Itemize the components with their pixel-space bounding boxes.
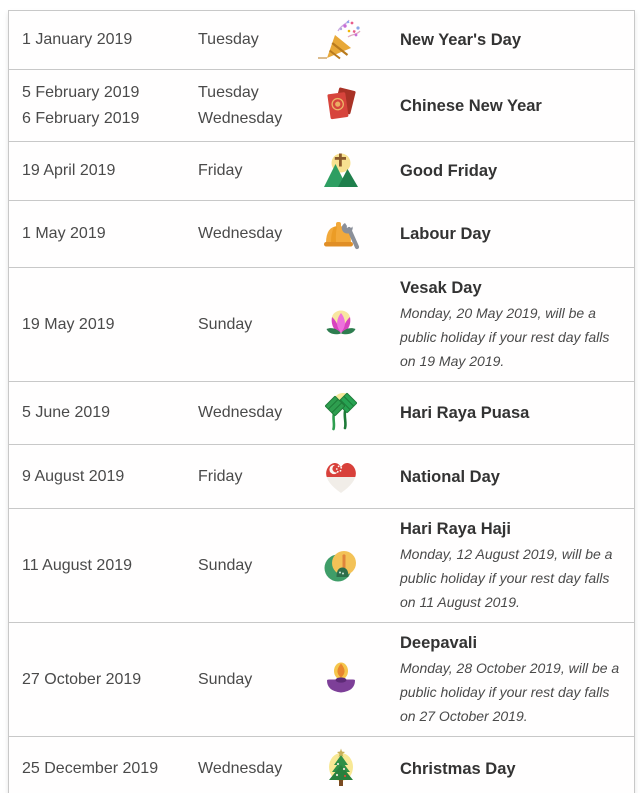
holiday-name: Good Friday xyxy=(400,162,498,180)
holiday-day-cell: Sunday xyxy=(198,553,300,579)
holiday-name: New Year's Day xyxy=(400,31,522,49)
holiday-weekday: Sunday xyxy=(198,670,253,688)
holiday-day-cell: Tuesday xyxy=(198,27,300,53)
holiday-date-cell: 1 May 2019 xyxy=(9,221,198,247)
diya-lamp-icon xyxy=(320,660,362,700)
holiday-date-cell: 19 April 2019 xyxy=(9,158,198,184)
holiday-name-cell: New Year's Day xyxy=(382,26,634,54)
ketupat-icon xyxy=(320,390,362,436)
holiday-icon-cell xyxy=(300,17,382,63)
holiday-day-cell: Sunday xyxy=(198,667,300,693)
holiday-day-cell: Friday xyxy=(198,464,300,490)
holiday-name: Christmas Day xyxy=(400,760,516,778)
holiday-date: 5 June 2019 xyxy=(22,404,111,421)
party-popper-icon xyxy=(318,17,364,63)
holiday-name: National Day xyxy=(400,467,500,486)
holiday-weekday: Sunday xyxy=(198,315,253,333)
holiday-icon-cell xyxy=(300,747,382,791)
christmas-tree-icon xyxy=(320,747,362,791)
holiday-icon-cell xyxy=(300,546,382,586)
holiday-icon-cell xyxy=(300,660,382,700)
holiday-day-cell: Wednesday xyxy=(198,400,300,426)
holiday-weekday: Friday xyxy=(198,162,243,179)
holiday-weekday: Wednesday xyxy=(198,109,283,127)
holiday-day-cell: Wednesday xyxy=(198,221,300,247)
holiday-date: 25 December 2019 xyxy=(22,760,159,777)
holiday-name-cell: Labour Day xyxy=(382,220,634,248)
holiday-row: 25 December 2019 Wednesday Christmas Day xyxy=(9,736,634,793)
holiday-row: 19 April 2019 Friday Good Friday xyxy=(9,141,634,200)
holiday-weekday: Wednesday xyxy=(198,225,283,242)
holiday-day-cell: Friday xyxy=(198,158,300,184)
holiday-date-cell: 1 January 2019 xyxy=(9,27,198,53)
holiday-date-cell: 25 December 2019 xyxy=(9,756,198,782)
holiday-day-cell: Sunday xyxy=(198,312,300,338)
holiday-date-cell: 11 August 2019 xyxy=(9,553,198,579)
holiday-row: 11 August 2019 Sunday Hari Raya Haji Monday… xyxy=(9,508,634,622)
holiday-rest-day-note: Monday, 28 October 2019, will be a publi… xyxy=(400,660,620,724)
red-envelopes-icon xyxy=(321,84,361,128)
holiday-name-cell: National Day xyxy=(382,463,634,491)
holiday-name-cell: Good Friday xyxy=(382,157,634,185)
holiday-date: 9 August 2019 xyxy=(22,467,125,485)
holiday-date-cell: 5 February 2019 6 February 2019 xyxy=(9,80,198,132)
holiday-row: 27 October 2019 Sunday Deepavali Monday, 28… xyxy=(9,622,634,736)
mosque-crescent-icon xyxy=(320,546,362,586)
holiday-icon-cell xyxy=(300,390,382,436)
holiday-weekday: Wednesday xyxy=(198,760,283,777)
holiday-weekday: Tuesday xyxy=(198,83,259,101)
holiday-name: Deepavali xyxy=(400,634,478,652)
holiday-rest-day-note: Monday, 12 August 2019, will be a public… xyxy=(400,546,613,610)
holiday-day-cell: Wednesday xyxy=(198,756,300,782)
holiday-name-cell: Vesak Day Monday, 20 May 2019, will be a … xyxy=(382,274,634,375)
holiday-date: 6 February 2019 xyxy=(22,109,140,127)
holiday-date-cell: 5 June 2019 xyxy=(9,400,198,426)
holiday-name: Hari Raya Puasa xyxy=(400,404,530,422)
holiday-name-cell: Hari Raya Haji Monday, 12 August 2019, wi… xyxy=(382,515,634,616)
holiday-row: 9 August 2019 Friday National Day xyxy=(9,444,634,508)
holiday-weekday: Wednesday xyxy=(198,404,283,421)
holiday-row: 19 May 2019 Sunday Vesak Day Monday, 20 May… xyxy=(9,267,634,381)
holiday-icon-cell xyxy=(300,84,382,128)
holiday-date-cell: 19 May 2019 xyxy=(9,312,198,338)
holiday-row: 5 February 2019 6 February 2019 Tuesday Wed… xyxy=(9,69,634,141)
holiday-name-cell: Hari Raya Puasa xyxy=(382,399,634,427)
holiday-date: 19 April 2019 xyxy=(22,162,116,179)
hard-hat-wrench-icon xyxy=(320,214,362,254)
holiday-weekday: Friday xyxy=(198,467,243,485)
holiday-date: 1 January 2019 xyxy=(22,31,133,48)
holiday-name: Labour Day xyxy=(400,225,491,243)
holiday-day-cell: Tuesday Wednesday xyxy=(198,80,300,132)
holiday-row: 1 January 2019 Tuesday New Year's Day xyxy=(9,11,634,69)
holiday-date: 27 October 2019 xyxy=(22,670,142,688)
mountain-cross-icon xyxy=(321,150,361,192)
holiday-name: Chinese New Year xyxy=(400,96,542,115)
holiday-table: 1 January 2019 Tuesday New Year's Day 5 Feb… xyxy=(8,10,635,793)
holiday-name-cell: Deepavali Monday, 28 October 2019, will b… xyxy=(382,629,634,730)
lotus-icon xyxy=(321,305,361,345)
holiday-icon-cell xyxy=(300,457,382,497)
holiday-date: 5 February 2019 xyxy=(22,83,140,101)
holiday-icon-cell xyxy=(300,150,382,192)
holiday-weekday: Tuesday xyxy=(198,31,259,48)
singapore-flag-heart-icon xyxy=(320,457,362,497)
holiday-date: 11 August 2019 xyxy=(22,556,133,574)
holiday-row: 5 June 2019 Wednesday Hari Raya Puasa xyxy=(9,381,634,444)
holiday-name-cell: Chinese New Year xyxy=(382,92,634,120)
holiday-row: 1 May 2019 Wednesday Labour Day xyxy=(9,200,634,267)
holiday-date-cell: 27 October 2019 xyxy=(9,667,198,693)
holiday-rest-day-note: Monday, 20 May 2019, will be a public ho… xyxy=(400,305,610,369)
holiday-date: 19 May 2019 xyxy=(22,315,115,333)
holiday-icon-cell xyxy=(300,305,382,345)
holiday-date-cell: 9 August 2019 xyxy=(9,464,198,490)
holiday-date: 1 May 2019 xyxy=(22,225,106,242)
holiday-name-cell: Christmas Day xyxy=(382,755,634,783)
holiday-name: Hari Raya Haji xyxy=(400,520,511,538)
holiday-weekday: Sunday xyxy=(198,556,253,574)
holiday-icon-cell xyxy=(300,214,382,254)
holiday-name: Vesak Day xyxy=(400,279,482,297)
